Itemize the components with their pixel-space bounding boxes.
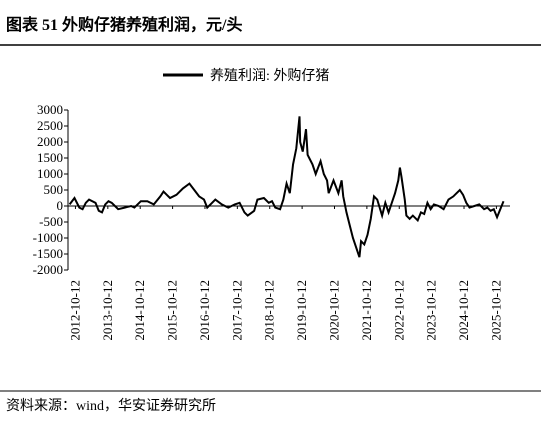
x-tick-label: 2012-10-12 — [67, 280, 82, 341]
legend-label: 养殖利润: 外购仔猪 — [210, 67, 329, 84]
x-tick-label: 2018-10-12 — [262, 280, 277, 341]
x-tick-label: 2016-10-12 — [197, 280, 212, 341]
y-tick-label: 1000 — [37, 166, 63, 181]
y-tick-label: -1000 — [33, 230, 63, 245]
source-note: 资料来源：wind，华安证券研究所 — [6, 398, 216, 414]
x-tick-label: 2023-10-12 — [424, 280, 439, 341]
y-tick-label: -2000 — [33, 262, 63, 277]
y-tick-label: 2000 — [37, 134, 63, 149]
data-line — [68, 116, 505, 258]
x-tick-label: 2019-10-12 — [294, 280, 309, 341]
chart-title: 图表 51 外购仔猪养殖利润，元/头 — [6, 15, 242, 34]
x-tick-label: 2013-10-12 — [100, 280, 115, 341]
x-tick-label: 2015-10-12 — [165, 280, 180, 341]
x-tick-label: 2025-10-12 — [488, 280, 503, 341]
x-tick-label: 2024-10-12 — [456, 280, 471, 341]
x-tick-label: 2014-10-12 — [132, 280, 147, 341]
y-tick-label: 1500 — [37, 150, 63, 165]
y-tick-label: -500 — [39, 214, 63, 229]
x-tick-label: 2017-10-12 — [229, 280, 244, 341]
y-tick-label: 3000 — [37, 102, 63, 117]
y-tick-label: 2500 — [37, 118, 63, 133]
y-tick-label: 500 — [44, 182, 64, 197]
y-tick-label: 0 — [57, 198, 64, 213]
x-tick-label: 2022-10-12 — [391, 280, 406, 341]
x-tick-label: 2021-10-12 — [359, 280, 374, 341]
y-tick-label: -1500 — [33, 246, 63, 261]
x-tick-label: 2020-10-12 — [326, 280, 341, 341]
